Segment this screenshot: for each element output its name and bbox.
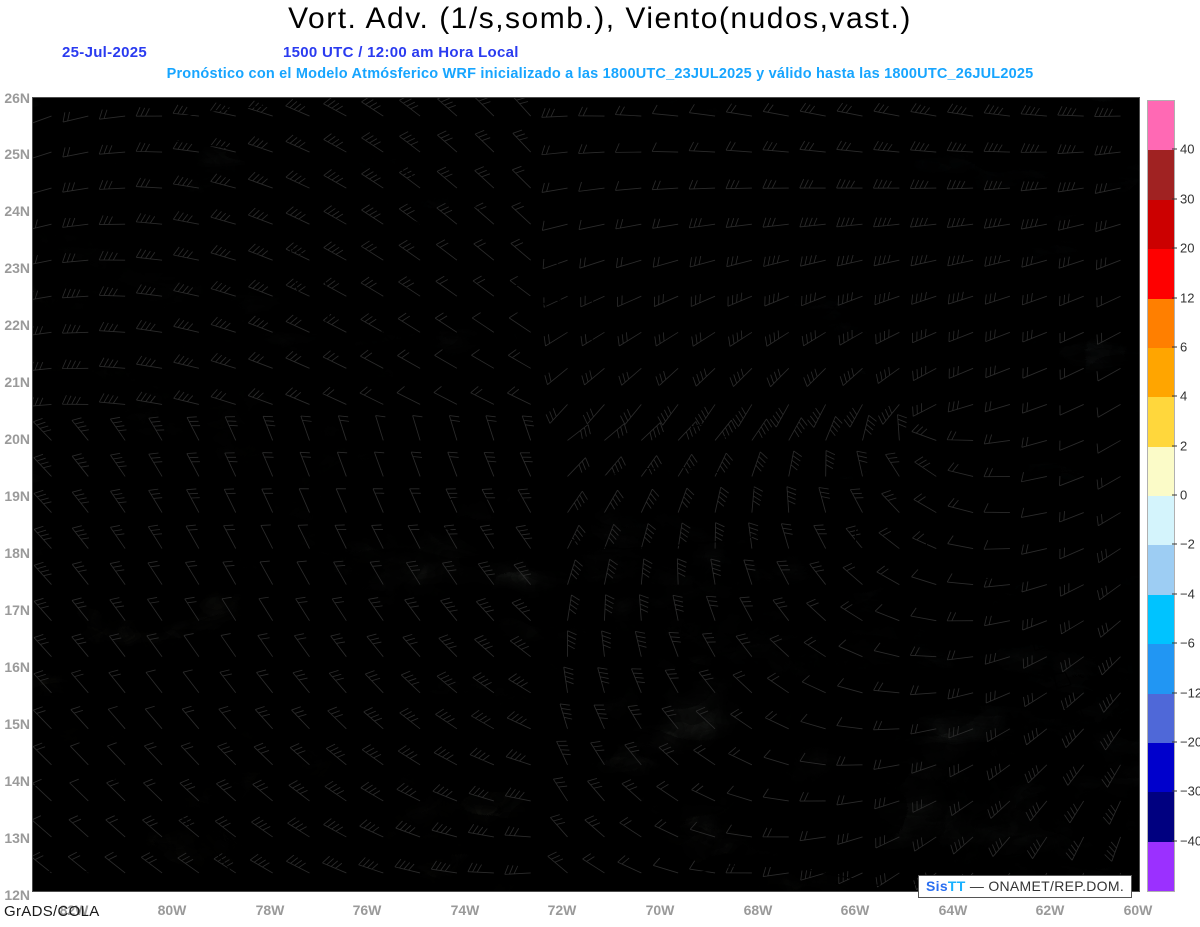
vorticity-advection-field [33, 98, 1139, 891]
colorbar [1147, 100, 1175, 892]
colorbar-tick-mark [1172, 790, 1177, 792]
x-tick-label: 72W [547, 902, 577, 918]
x-tick-label: 68W [743, 902, 773, 918]
page-title: Vort. Adv. (1/s,somb.), Viento(nudos,vas… [288, 2, 912, 35]
colorbar-segment [1148, 298, 1174, 348]
colorbar-tick-mark [1172, 494, 1177, 496]
colorbar-tick-mark [1172, 741, 1177, 743]
colorbar-tick-label: −30 [1180, 783, 1200, 799]
colorbar-tick-label: −20 [1180, 734, 1200, 750]
y-tick-label: 13N [4, 830, 30, 846]
colorbar-tick-label: −6 [1180, 635, 1195, 651]
colorbar-tick-label: 40 [1180, 141, 1195, 157]
colorbar-tick-mark [1172, 543, 1177, 545]
sistt-onamet-logo: SisTT — ONAMET/REP.DOM. [918, 875, 1133, 898]
colorbar-segment [1148, 693, 1174, 743]
y-tick-label: 18N [4, 545, 30, 561]
colorbar-tick-mark [1172, 148, 1177, 150]
y-tick-label: 21N [4, 374, 30, 390]
logo-sis-text: Sis [926, 878, 948, 894]
colorbar-tick-mark [1172, 593, 1177, 595]
y-tick-label: 15N [4, 716, 30, 732]
y-tick-label: 22N [4, 317, 30, 333]
colorbar-tick-mark [1172, 346, 1177, 348]
x-tick-label: 60W [1123, 902, 1153, 918]
x-tick-label: 70W [645, 902, 675, 918]
colorbar-tick-label: 0 [1180, 487, 1188, 503]
colorbar-segment [1148, 792, 1174, 842]
y-tick-label: 24N [4, 203, 30, 219]
colorbar-segment [1148, 841, 1174, 891]
wind-barb-overlay [33, 98, 1121, 891]
colorbar-tick-mark [1172, 840, 1177, 842]
y-tick-label: 12N [4, 887, 30, 903]
colorbar-segment [1148, 644, 1174, 694]
colorbar-tick-label: 4 [1180, 388, 1188, 404]
coastline-overlay [33, 105, 1139, 891]
x-tick-label: 62W [1035, 902, 1065, 918]
colorbar-tick-label: −4 [1180, 586, 1195, 602]
map-plot-area [32, 97, 1140, 892]
x-tick-label: 64W [938, 902, 968, 918]
colorbar-tick-label: 30 [1180, 191, 1195, 207]
colorbar-segment [1148, 545, 1174, 595]
model-description: Pronóstico con el Modelo Atmósferico WRF… [166, 66, 1034, 82]
x-tick-label: 76W [352, 902, 382, 918]
colorbar-tick-labels: 40 30 20 12 6 4 2 0 −2 −4 −6 −12 −20 −30 −40 [1172, 100, 1200, 892]
grads-credit: GrADS/COLA [4, 903, 100, 920]
colorbar-segment [1148, 199, 1174, 250]
colorbar-segment [1148, 347, 1174, 398]
x-tick-label: 66W [840, 902, 870, 918]
colorbar-tick-mark [1172, 247, 1177, 249]
colorbar-tick-mark [1172, 692, 1177, 693]
y-tick-label: 17N [4, 602, 30, 618]
colorbar-segment [1148, 594, 1174, 645]
colorbar-tick-label: −2 [1180, 536, 1195, 552]
colorbar-segment [1148, 397, 1174, 447]
y-tick-label: 14N [4, 773, 30, 789]
y-tick-label: 16N [4, 659, 30, 675]
logo-org-text: — ONAMET/REP.DOM. [965, 878, 1125, 894]
colorbar-tick-mark [1172, 198, 1177, 200]
colorbar-tick-label: −12 [1180, 685, 1200, 700]
logo-tt-text: TT [947, 878, 966, 894]
y-tick-label: 23N [4, 260, 30, 276]
x-tick-label: 82W [59, 902, 89, 918]
colorbar-tick-mark [1172, 395, 1177, 397]
forecast-date: 25-Jul-2025 [62, 44, 148, 61]
colorbar-tick-label: 2 [1180, 438, 1188, 454]
y-tick-label: 20N [4, 431, 30, 447]
colorbar-segment [1148, 249, 1174, 299]
x-tick-label: 80W [157, 902, 187, 918]
forecast-time: 1500 UTC / 12:00 am Hora Local [283, 44, 519, 61]
colorbar-tick-mark [1172, 445, 1177, 447]
colorbar-segment [1148, 150, 1174, 200]
colorbar-tick-label: 12 [1180, 290, 1195, 305]
colorbar-segment [1148, 496, 1174, 546]
colorbar-segment [1148, 101, 1174, 151]
colorbar-tick-mark [1172, 297, 1177, 298]
y-tick-label: 19N [4, 488, 30, 504]
x-tick-label: 78W [255, 902, 285, 918]
colorbar-tick-mark [1172, 642, 1177, 644]
x-tick-label: 74W [450, 902, 480, 918]
wind-barb [33, 98, 1121, 891]
colorbar-tick-label: 20 [1180, 240, 1195, 256]
colorbar-tick-label: 6 [1180, 339, 1188, 355]
y-tick-label: 25N [4, 146, 30, 162]
colorbar-segment [1148, 742, 1174, 793]
y-tick-label: 26N [4, 90, 30, 106]
colorbar-tick-label: −40 [1180, 833, 1200, 849]
colorbar-segment [1148, 446, 1174, 496]
